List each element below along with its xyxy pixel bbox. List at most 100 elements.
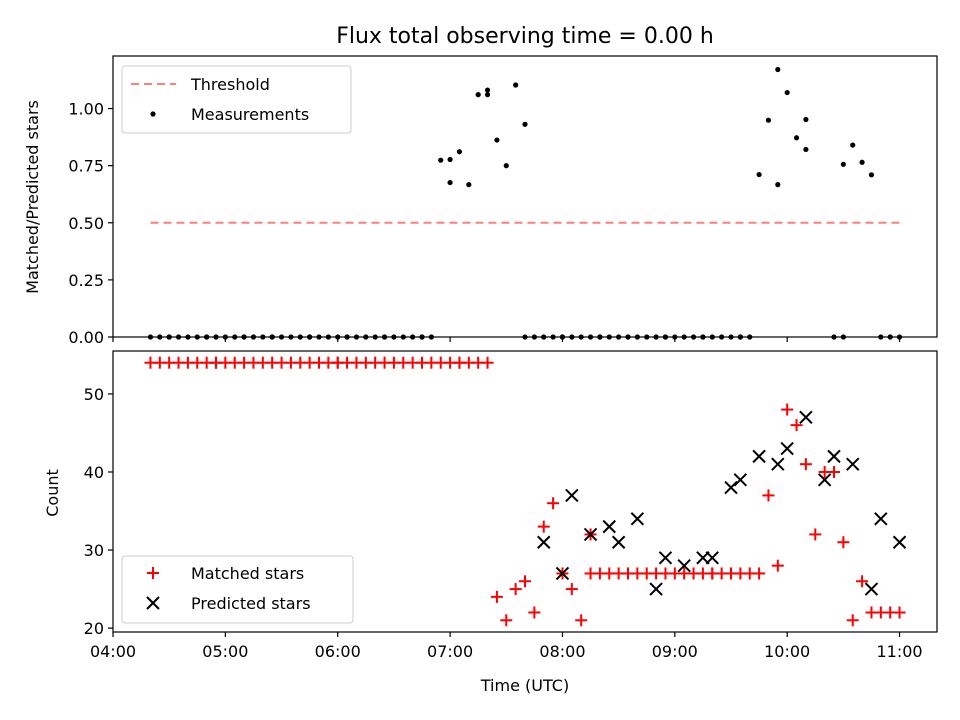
matched-star-point xyxy=(481,356,494,369)
y-tick-label: 0.00 xyxy=(68,328,104,347)
measurement-point xyxy=(353,334,360,340)
measurement-point xyxy=(803,116,809,123)
measurement-point xyxy=(232,334,238,340)
measurement-point xyxy=(494,137,500,143)
measurement-point xyxy=(887,334,893,340)
measurement-point xyxy=(868,172,875,178)
predicted-star-point xyxy=(555,566,570,581)
y-tick-label: 0.50 xyxy=(68,214,104,233)
matched-star-point xyxy=(528,606,541,619)
measurement-point xyxy=(831,334,837,340)
predicted-star-point xyxy=(649,582,663,596)
predicted-star-point xyxy=(565,488,579,503)
measurement-point xyxy=(653,334,659,340)
measurement-point xyxy=(194,334,200,340)
predicted-star-point xyxy=(874,512,888,526)
measurement-point xyxy=(260,334,266,340)
matched-star-point xyxy=(500,614,513,627)
measurement-point xyxy=(634,334,640,340)
y-tick-label: 0.75 xyxy=(68,157,104,176)
measurement-point xyxy=(438,157,444,163)
y-tick-label: 0.25 xyxy=(68,271,104,290)
measurement-point xyxy=(288,334,294,340)
top-x-ticks xyxy=(112,337,901,342)
matched-star-point xyxy=(537,520,550,533)
legend-predicted-swatch xyxy=(146,596,160,610)
x-tick-label: 08:00 xyxy=(539,642,585,661)
measurement-point xyxy=(756,171,762,178)
x-tick-label: 10:00 xyxy=(764,642,810,661)
measurement-point xyxy=(784,89,790,96)
measurement-point xyxy=(587,334,594,340)
x-tick-label: 06:00 xyxy=(315,642,361,661)
measurement-point xyxy=(747,334,753,340)
y-tick-label: 30 xyxy=(84,541,104,560)
x-tick-label: 04:00 xyxy=(90,642,136,661)
matched-star-point xyxy=(809,528,822,541)
bottom-y-ticks: 20 30 40 50 xyxy=(84,385,113,638)
top-legend-frame xyxy=(121,65,352,134)
measurement-point xyxy=(541,334,547,340)
predicted-star-point xyxy=(733,473,748,487)
measurement-point xyxy=(709,334,715,340)
measurement-point xyxy=(719,334,725,340)
predicted-star-point xyxy=(583,527,598,542)
measurement-point xyxy=(522,121,528,127)
measurement-point xyxy=(363,334,369,340)
x-tick-label: 05:00 xyxy=(202,642,248,661)
predicted-star-point xyxy=(817,473,832,487)
matched-star-point xyxy=(519,575,531,588)
measurement-point xyxy=(447,179,453,186)
matched-star-point xyxy=(828,465,840,478)
measurement-point xyxy=(616,334,622,340)
measurement-point xyxy=(241,334,247,340)
measurement-point xyxy=(484,87,491,93)
predicted-star-point xyxy=(630,512,645,526)
top-legend: Threshold Measurements xyxy=(121,65,352,134)
measurement-point xyxy=(204,334,210,340)
measurement-point xyxy=(737,334,743,340)
matched-star-point xyxy=(762,489,775,502)
measurement-point xyxy=(250,334,257,340)
bottom-panel-frame xyxy=(112,350,938,633)
measurement-point xyxy=(840,334,846,340)
bottom-panel: 20 30 40 50 04:00 05:00 06:00 07:00 08:00 09:00 1… xyxy=(43,350,938,695)
measurement-point xyxy=(185,334,191,340)
y-tick-label: 50 xyxy=(84,385,104,404)
measurement-point xyxy=(372,334,378,340)
measurement-point xyxy=(850,142,856,148)
legend-matched-label: Matched stars xyxy=(191,564,304,583)
measurement-point xyxy=(447,156,453,163)
measurement-point xyxy=(793,135,800,141)
measurement-point xyxy=(381,334,388,340)
matched-star-point xyxy=(790,419,803,432)
measurement-point xyxy=(644,334,650,340)
bottom-legend: Matched stars Predicted stars xyxy=(121,555,354,624)
measurement-point xyxy=(569,334,575,340)
predicted-star-point xyxy=(864,582,879,596)
matched-star-point xyxy=(781,403,794,416)
measurement-point xyxy=(175,334,182,340)
measurement-point xyxy=(775,182,781,188)
measurement-point xyxy=(765,117,772,123)
measurement-point xyxy=(456,149,463,155)
measurement-point xyxy=(625,334,631,340)
x-tick-label: 11:00 xyxy=(876,642,922,661)
matched-star-point xyxy=(799,458,812,471)
measurement-point xyxy=(400,334,406,340)
measurement-point xyxy=(690,334,697,340)
predicted-star-point xyxy=(602,519,616,534)
matched-star-point xyxy=(575,614,588,627)
legend-measurements-label: Measurements xyxy=(191,105,309,124)
matched-star-point xyxy=(509,583,522,596)
measurement-point xyxy=(307,334,313,340)
matched-star-point xyxy=(565,583,578,596)
top-panel: 0.00 0.25 0.50 0.75 1.00 Matched/Predicted s… xyxy=(23,55,938,347)
bottom-x-ticks: 04:00 05:00 06:00 07:00 08:00 09:00 10:00 11:00 xyxy=(90,632,923,661)
measurement-point xyxy=(859,159,865,165)
measurement-point xyxy=(410,334,416,340)
matched-star-point xyxy=(753,567,766,580)
measurement-point xyxy=(513,82,519,88)
legend-predicted-label: Predicted stars xyxy=(191,594,311,613)
